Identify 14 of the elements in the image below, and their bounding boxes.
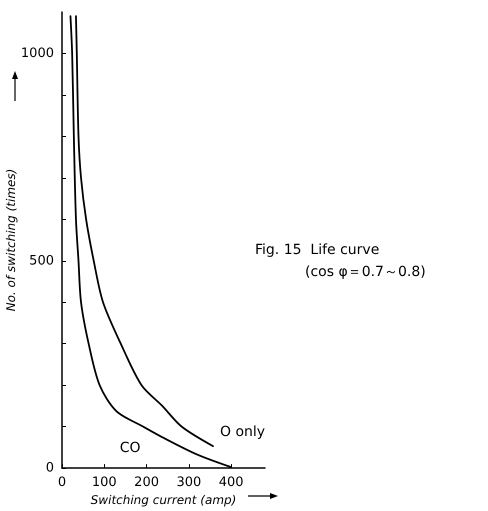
x-tick-label: 0 [58,475,66,490]
y-tick-label: 1000 [20,46,54,61]
y-tick-label: 0 [46,460,54,476]
x-tick-label: 200 [134,475,159,490]
x-axis-title: Switching current (amp) [90,493,236,507]
x-tick-label: 400 [218,475,244,490]
x-tick-label: 300 [176,475,202,490]
series-label: O only [220,424,266,440]
text: Fig. 15 Life curve [255,242,380,258]
text: (cos φ＝0.7～0.8) [305,264,426,280]
series-label: CO [120,440,140,456]
y-axis-title: No. of switching (times) [4,168,18,312]
x-tick-label: 100 [92,475,117,490]
y-tick-label: 500 [29,253,54,268]
